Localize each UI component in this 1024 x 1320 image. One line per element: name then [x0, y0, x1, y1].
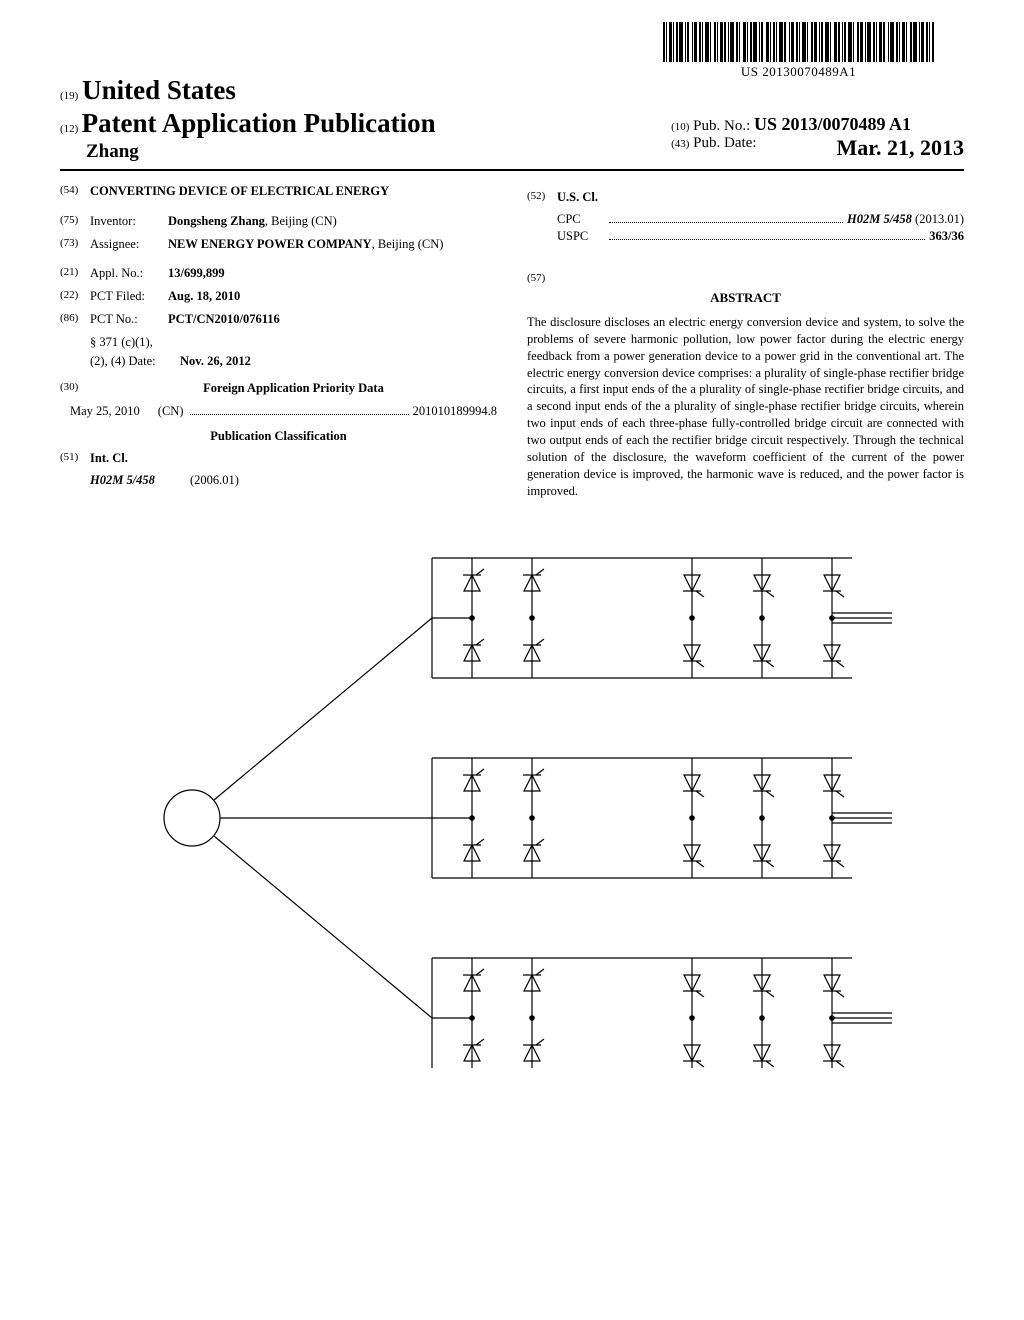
- country-name: United States: [82, 75, 236, 105]
- pubclass-heading: Publication Classification: [60, 429, 497, 444]
- title-code: (54): [60, 183, 90, 199]
- assignee-value: NEW ENERGY POWER COMPANY, Beijing (CN): [168, 236, 497, 253]
- pubno-label: Pub. No.:: [693, 118, 750, 134]
- s371-label1: § 371 (c)(1),: [90, 334, 168, 351]
- pctno-code: (86): [60, 311, 90, 328]
- barcode-text: US 20130070489A1: [663, 64, 934, 80]
- s371-label2: (2), (4) Date:: [90, 353, 180, 370]
- publication-type: Patent Application Publication: [82, 108, 436, 138]
- pctno-value: PCT/CN2010/076116: [168, 311, 497, 328]
- author-surname: Zhang: [86, 141, 436, 163]
- intcl-class: H02M 5/458: [90, 473, 190, 488]
- uscl-label: U.S. Cl.: [557, 189, 964, 206]
- pubno-code: (10): [671, 121, 689, 133]
- abstract-heading: ABSTRACT: [527, 290, 964, 306]
- uspc-label: USPC: [557, 229, 605, 244]
- intcl-date: (2006.01): [190, 473, 239, 488]
- intcl-code: (51): [60, 450, 90, 467]
- inventor-value: Dongsheng Zhang, Beijing (CN): [168, 213, 497, 230]
- cpc-value: H02M 5/458 (2013.01): [847, 212, 964, 227]
- pubdate-value: Mar. 21, 2013: [836, 135, 964, 161]
- inventor-code: (75): [60, 213, 90, 230]
- foreign-date: May 25, 2010: [70, 404, 140, 419]
- abstract-text: The disclosure discloses an electric ene…: [527, 314, 964, 500]
- foreign-code: (30): [60, 381, 90, 396]
- biblio-columns: (54) CONVERTING DEVICE OF ELECTRICAL ENE…: [60, 183, 964, 500]
- foreign-heading: Foreign Application Priority Data: [90, 381, 497, 396]
- applno-value: 13/699,899: [168, 265, 497, 282]
- pubtype-code: (12): [60, 123, 78, 135]
- document-header: (19) United States (12) Patent Applicati…: [60, 75, 964, 171]
- assignee-label: Assignee:: [90, 236, 168, 253]
- pctfiled-label: PCT Filed:: [90, 288, 168, 305]
- assignee-code: (73): [60, 236, 90, 253]
- intcl-label: Int. Cl.: [90, 450, 497, 467]
- applno-label: Appl. No.:: [90, 265, 168, 282]
- left-column: (54) CONVERTING DEVICE OF ELECTRICAL ENE…: [60, 183, 497, 500]
- uscl-code: (52): [527, 189, 557, 206]
- pubno-value: US 2013/0070489 A1: [754, 114, 911, 134]
- pctno-label: PCT No.:: [90, 311, 168, 328]
- foreign-num: 201010189994.8: [413, 404, 497, 419]
- header-rule: [60, 169, 964, 171]
- barcode-block: US 20130070489A1: [663, 22, 934, 80]
- pctfiled-code: (22): [60, 288, 90, 305]
- abstract-code: (57): [527, 272, 545, 284]
- right-column: (52) U.S. Cl. CPC H02M 5/458 (2013.01) U…: [527, 183, 964, 500]
- country-code: (19): [60, 90, 78, 102]
- pctfiled-value: Aug. 18, 2010: [168, 288, 497, 305]
- patent-figure: [60, 528, 964, 1072]
- circuit-diagram: [132, 528, 892, 1068]
- inventor-label: Inventor:: [90, 213, 168, 230]
- invention-title: CONVERTING DEVICE OF ELECTRICAL ENERGY: [90, 183, 389, 199]
- barcode-graphic: [663, 22, 934, 62]
- applno-code: (21): [60, 265, 90, 282]
- uspc-value: 363/36: [929, 229, 964, 244]
- cpc-label: CPC: [557, 212, 605, 227]
- pubdate-label: Pub. Date:: [693, 135, 756, 151]
- foreign-country: (CN): [158, 404, 184, 419]
- s371-value: Nov. 26, 2012: [180, 353, 497, 370]
- pubdate-code: (43): [671, 138, 689, 150]
